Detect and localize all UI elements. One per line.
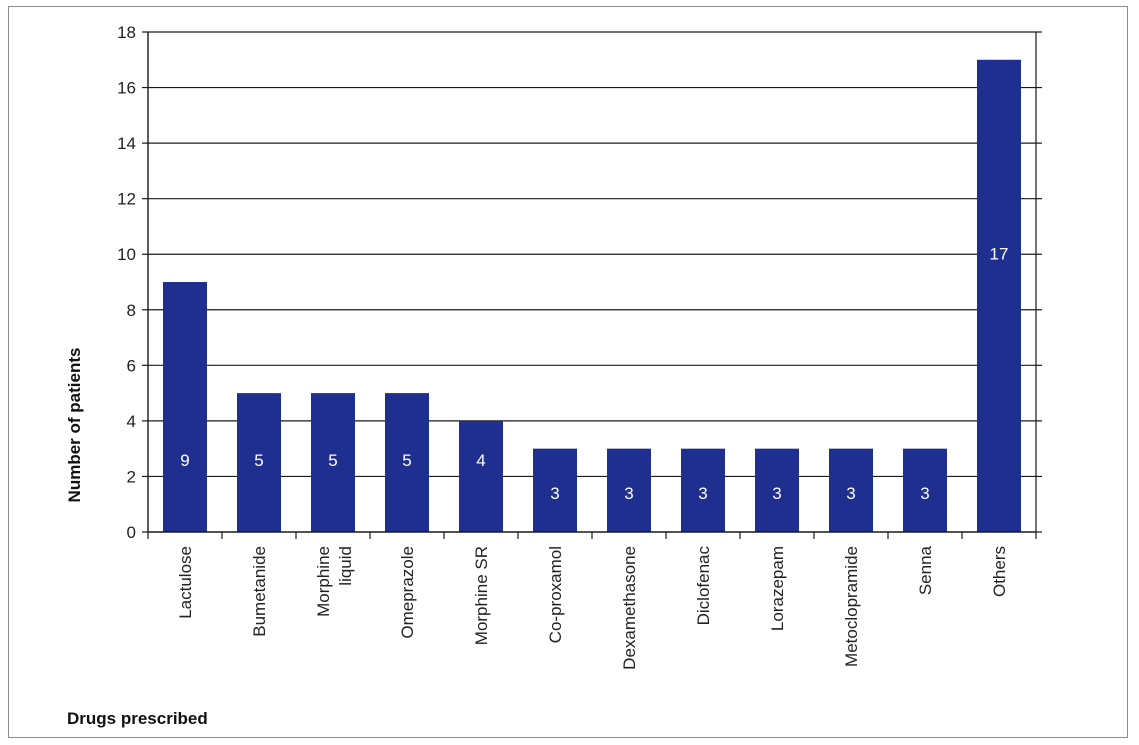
x-tick-label: Metoclopramide <box>842 546 861 667</box>
bar-morphine-sr <box>459 420 503 532</box>
x-tick-label-line: Others <box>990 546 1009 597</box>
x-tick-label-line: Dexamethasone <box>620 546 639 670</box>
bar-morphine-liquid <box>311 393 355 532</box>
x-tick-label-line: Lorazepam <box>768 546 787 631</box>
y-tick-label: 8 <box>127 301 136 320</box>
x-tick-label: Morphine SR <box>472 546 491 645</box>
y-tick-label: 16 <box>117 79 136 98</box>
x-tick-label: Omeprazole <box>398 546 417 639</box>
gridlines <box>148 31 1036 478</box>
y-tick-labels: 0 2 4 6 8 10 12 14 16 18 <box>117 23 136 542</box>
y-tick-label: 14 <box>117 134 136 153</box>
x-tick-label-line: Lactulose <box>176 546 195 619</box>
y-tick-label: 12 <box>117 190 136 209</box>
data-label: 4 <box>476 451 485 470</box>
bar-bumetanide <box>237 393 281 532</box>
bar-dexamethasone <box>607 448 651 532</box>
x-tick-label-line: Diclofenac <box>694 546 713 626</box>
x-tick-label-line: Morphine <box>314 546 333 617</box>
y-tick-label: 4 <box>127 412 136 431</box>
x-tick-labels: Lactulose Bumetanide Morphine liquid Omepraz… <box>176 545 1009 669</box>
x-tick-label-line: Omeprazole <box>398 546 417 639</box>
data-label: 3 <box>550 484 559 503</box>
data-label: 3 <box>846 484 855 503</box>
x-axis-title: Drugs prescribed <box>67 709 208 728</box>
x-tick-label: Others <box>990 546 1009 597</box>
x-tick-label-line: Senna <box>916 545 935 595</box>
y-tick-label: 2 <box>127 467 136 486</box>
bar-omeprazole <box>385 393 429 532</box>
data-label: 3 <box>624 484 633 503</box>
x-tick-label: Senna <box>916 545 935 595</box>
y-tick-label: 6 <box>127 356 136 375</box>
data-label: 3 <box>698 484 707 503</box>
y-axis-title: Number of patients <box>65 348 84 503</box>
bar-metoclopramide <box>829 448 873 532</box>
data-label: 17 <box>990 244 1009 263</box>
y-tick-label: 0 <box>127 523 136 542</box>
axes <box>142 31 1042 539</box>
bar-lorazepam <box>755 448 799 532</box>
y-tick-label: 10 <box>117 245 136 264</box>
bar-others <box>977 59 1021 533</box>
data-label: 5 <box>328 451 337 470</box>
x-tick-label: Dexamethasone <box>620 546 639 670</box>
bar-lactulose <box>163 282 207 532</box>
bar-co-proxamol <box>533 448 577 532</box>
data-label: 3 <box>920 484 929 503</box>
x-tick-label: Morphine liquid <box>314 546 355 617</box>
data-label: 5 <box>254 451 263 470</box>
bar-senna <box>903 448 947 532</box>
data-label: 3 <box>772 484 781 503</box>
bar-diclofenac <box>681 448 725 532</box>
x-tick-label: Diclofenac <box>694 546 713 626</box>
x-tick-label: Bumetanide <box>250 546 269 637</box>
x-tick-label: Lactulose <box>176 546 195 619</box>
data-label: 5 <box>402 451 411 470</box>
y-tick-label: 18 <box>117 23 136 42</box>
data-labels: 9 5 5 5 4 3 3 3 3 3 3 17 <box>180 244 1008 503</box>
x-tick-label: Co-proxamol <box>546 546 565 643</box>
x-tick-label-line: Co-proxamol <box>546 546 565 643</box>
x-tick-label: Lorazepam <box>768 546 787 631</box>
x-tick-label-line: Morphine SR <box>472 546 491 645</box>
bars <box>163 59 1021 533</box>
x-tick-label-line: Bumetanide <box>250 546 269 637</box>
x-tick-label-line: Metoclopramide <box>842 546 861 667</box>
data-label: 9 <box>180 451 189 470</box>
x-tick-label-line: liquid <box>336 546 355 586</box>
